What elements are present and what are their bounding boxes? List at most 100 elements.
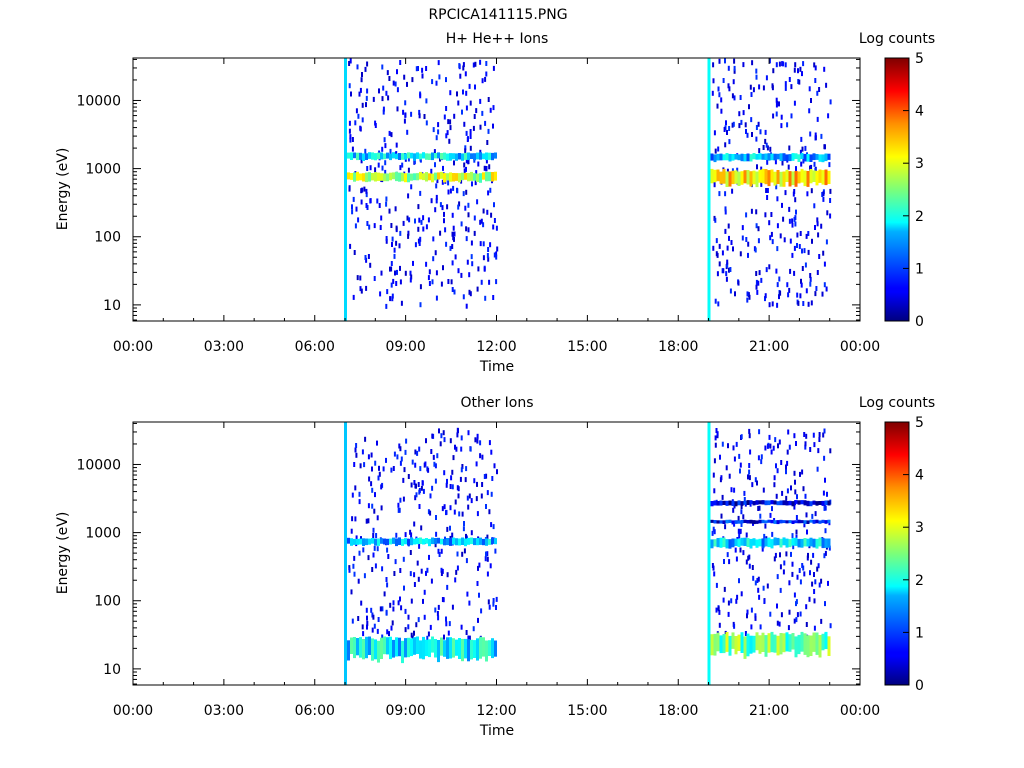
heatmap-cell [801, 563, 804, 568]
heatmap-cell [399, 279, 402, 285]
heatmap-cell [360, 77, 363, 83]
heatmap-cell [812, 432, 815, 438]
heatmap-cell [493, 252, 496, 258]
heatmap-cell [467, 635, 470, 641]
band-cell [797, 634, 801, 655]
heatmap-cell [775, 111, 778, 117]
heatmap-cell [465, 558, 468, 564]
band-cell [758, 500, 762, 505]
band-cell [749, 171, 753, 187]
heatmap-cell [752, 87, 755, 93]
heatmap-cell [477, 617, 479, 623]
heatmap-cell [388, 631, 390, 637]
heatmap-cell [414, 462, 417, 468]
heatmap-cell [747, 241, 750, 247]
band-cell [380, 173, 383, 181]
band-cell [743, 537, 747, 546]
heatmap-cell [356, 275, 359, 281]
heatmap-cell [485, 473, 488, 479]
band-cell [413, 153, 416, 161]
colorbar-tick-label: 2 [915, 209, 924, 225]
heatmap-cell [822, 432, 825, 438]
heatmap-cell [823, 428, 826, 434]
heatmap-cell [804, 145, 807, 151]
band-cell [821, 537, 825, 549]
band-cell [383, 153, 386, 160]
heatmap-cell [423, 589, 426, 595]
heatmap-cell [800, 278, 802, 284]
band-cell [806, 500, 810, 507]
heatmap-cell [354, 223, 357, 229]
heatmap-cell [422, 488, 425, 494]
heatmap-cell [348, 185, 351, 191]
heatmap-cell [386, 582, 389, 588]
heatmap-cell [469, 100, 472, 106]
heatmap-cell [795, 166, 797, 172]
heatmap-cell [714, 217, 717, 223]
x-tick-label: 15:00 [567, 703, 607, 719]
onset-spike [344, 58, 347, 321]
heatmap-cell [724, 142, 727, 148]
heatmap-cell [823, 282, 826, 288]
heatmap-cell [415, 492, 418, 498]
heatmap-cell [762, 145, 765, 150]
heatmap-cell [407, 156, 410, 162]
heatmap-cell [382, 466, 385, 472]
heatmap-cell [359, 463, 362, 469]
band-cell [461, 172, 464, 181]
band-cell [473, 640, 476, 658]
band-cell [719, 635, 723, 654]
heatmap-cell [360, 188, 363, 194]
heatmap-cell [445, 77, 447, 83]
heatmap-cell [821, 192, 824, 197]
heatmap-cell [373, 223, 376, 229]
band-cell [758, 635, 762, 654]
band-cell [788, 634, 792, 652]
heatmap-cell [413, 480, 416, 485]
heatmap-cell [823, 505, 826, 511]
band-cell [806, 635, 810, 658]
heatmap-cell [394, 206, 397, 212]
heatmap-cell [348, 567, 351, 573]
heatmap-cell [814, 78, 817, 83]
heatmap-cell [818, 254, 821, 259]
band-cell [824, 520, 828, 524]
heatmap-cell [485, 504, 487, 509]
heatmap-cell [726, 245, 729, 251]
heatmap-cell [365, 192, 368, 198]
heatmap-cell [799, 579, 802, 585]
heatmap-cell [385, 609, 388, 615]
band-cell [752, 635, 756, 653]
heatmap-cell [431, 279, 434, 285]
heatmap-cell [454, 577, 457, 583]
heatmap-cell [788, 218, 791, 224]
heatmap-cell [378, 203, 381, 208]
heatmap-cell [750, 607, 753, 613]
band-cell [494, 640, 497, 657]
band-cell [395, 171, 398, 182]
band-cell [479, 636, 482, 659]
band-cell [824, 631, 828, 650]
band-cell [725, 500, 729, 506]
heatmap-cell [759, 129, 762, 135]
heatmap-cell [437, 122, 440, 128]
band-cell [746, 500, 750, 505]
heatmap-cell [443, 470, 446, 476]
band-cell [350, 637, 353, 654]
heatmap-cell [772, 445, 775, 451]
heatmap-cell [384, 160, 387, 166]
heatmap-cell [460, 178, 463, 184]
band-cell [794, 520, 798, 524]
band-cell [371, 538, 374, 544]
heatmap-cell [751, 482, 754, 488]
band-cell [791, 171, 795, 186]
band-cell [719, 500, 723, 506]
heatmap-cell [363, 186, 366, 192]
heatmap-cell [446, 572, 449, 578]
heatmap-cell [757, 121, 760, 127]
heatmap-cell [793, 270, 796, 276]
heatmap-cell [758, 270, 761, 276]
band-cell [347, 172, 350, 180]
band-cell [392, 172, 395, 180]
